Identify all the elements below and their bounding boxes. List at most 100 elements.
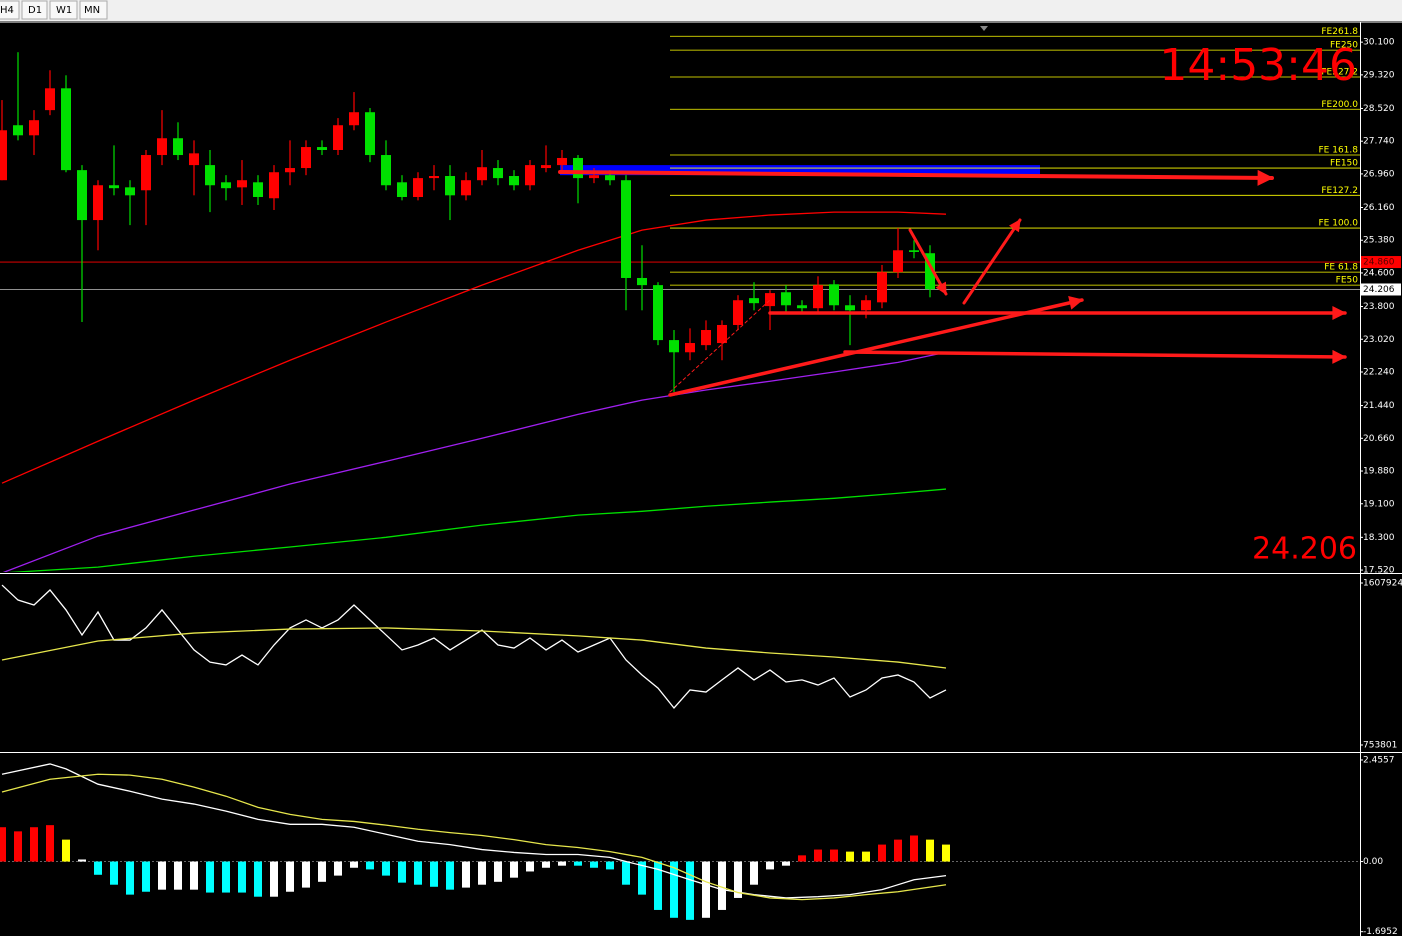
macd-pane xyxy=(0,763,1360,920)
histogram-bar xyxy=(206,861,214,893)
candle-body xyxy=(893,250,903,273)
histogram-bar xyxy=(814,849,822,862)
histogram-bar xyxy=(750,861,758,885)
candle-body xyxy=(525,165,535,186)
candle-body xyxy=(61,88,71,171)
histogram-bar xyxy=(686,861,694,920)
timeframe-tabs: H4 D1 W1 MN xyxy=(0,0,108,20)
tab-label[interactable]: W1 xyxy=(56,5,72,16)
fibo-label: FE227.2 xyxy=(1321,67,1358,77)
candle-body xyxy=(877,272,887,303)
tab-label[interactable]: H4 xyxy=(0,5,14,16)
candle-body xyxy=(365,112,375,156)
price-box xyxy=(1361,283,1401,296)
candle-body xyxy=(717,324,727,344)
tab[interactable] xyxy=(49,0,78,20)
histogram-bar xyxy=(110,861,118,885)
histogram-bar xyxy=(366,861,374,870)
histogram-bar xyxy=(190,861,198,890)
histogram-bar xyxy=(126,861,134,895)
candle-body xyxy=(301,147,311,169)
histogram-bar xyxy=(670,861,678,918)
dashed-line xyxy=(669,299,771,393)
histogram-bar xyxy=(94,861,102,875)
y-tick-label: 20.660 xyxy=(1363,434,1395,444)
candle-body xyxy=(573,157,583,179)
tab[interactable] xyxy=(0,0,20,20)
y-tick-label: 0.00 xyxy=(1363,857,1383,867)
candle-body xyxy=(605,175,615,181)
y-tick-label: 19.100 xyxy=(1363,499,1395,509)
histogram-bar xyxy=(318,861,326,882)
candle-body xyxy=(765,293,775,307)
indicator-line xyxy=(7,488,947,572)
histogram-bar xyxy=(350,861,358,868)
histogram-bar xyxy=(782,861,790,866)
price-pane: FE261.8 FE250 FE227.2 FE200.0 FE 161.8 FE150 F… xyxy=(0,27,1360,572)
candle-body xyxy=(13,125,23,136)
annotations xyxy=(558,169,1347,397)
histogram-bar xyxy=(78,859,86,862)
candle-body xyxy=(445,176,455,196)
tab[interactable] xyxy=(79,0,108,20)
price-box xyxy=(1361,256,1401,269)
tab-label[interactable]: MN xyxy=(84,5,100,16)
histogram-bar xyxy=(158,861,166,890)
y-tick-label: 23.020 xyxy=(1363,335,1395,345)
candle-body xyxy=(157,138,167,156)
price-zone xyxy=(560,165,1040,176)
candle-body xyxy=(397,182,407,197)
candle-body xyxy=(845,305,855,311)
histogram-bar xyxy=(558,861,566,866)
candle-body xyxy=(253,182,263,197)
candle-body xyxy=(93,185,103,221)
tab[interactable] xyxy=(21,0,48,20)
histogram-bar xyxy=(494,861,502,882)
candle-body xyxy=(349,112,359,126)
histogram-bar xyxy=(222,861,230,893)
indicator-line xyxy=(1,211,947,484)
histogram-bar xyxy=(574,861,582,866)
candle-body xyxy=(813,285,823,309)
histogram-bar xyxy=(798,855,806,862)
candle-body xyxy=(189,153,199,166)
y-tick-label: 1607924 xyxy=(1363,579,1402,589)
y-tick-label: 18.300 xyxy=(1363,533,1395,543)
histogram-bar xyxy=(14,831,22,862)
histogram-bar xyxy=(654,861,662,910)
candle-body xyxy=(509,176,519,186)
candle-body xyxy=(653,285,663,341)
candle-body xyxy=(269,172,279,199)
candle-body xyxy=(621,180,631,278)
histogram-bar xyxy=(414,861,422,885)
candle-body xyxy=(109,185,119,189)
histogram-bar xyxy=(334,861,342,876)
fibo-label: FE127.2 xyxy=(1321,186,1358,196)
tab-label[interactable]: D1 xyxy=(28,5,42,16)
indicator-line xyxy=(1,763,947,899)
price-axes: 30.100 29.320 28.520 27.740 26.960 26.160 25.3… xyxy=(1360,38,1402,936)
fibo-label: FE 161.8 xyxy=(1319,146,1359,156)
candle-body xyxy=(541,165,551,169)
candle-body xyxy=(0,130,7,181)
histogram-bar xyxy=(270,861,278,897)
histogram-bar xyxy=(702,861,710,918)
histogram-bar xyxy=(590,861,598,868)
y-tick-label: 27.740 xyxy=(1363,137,1395,147)
histogram-bar xyxy=(302,861,310,888)
y-tick-label: 24.600 xyxy=(1363,268,1395,278)
histogram-bar xyxy=(46,825,54,862)
indicator-line xyxy=(1,627,947,669)
candle-body xyxy=(125,187,135,196)
candle-body xyxy=(429,176,439,179)
histogram-bar xyxy=(910,835,918,862)
y-tick-label: 25.380 xyxy=(1363,236,1395,246)
histogram-bar xyxy=(398,861,406,883)
histogram-bar xyxy=(878,844,886,862)
arrow xyxy=(908,228,948,296)
candle-body xyxy=(861,300,871,311)
shift-marker xyxy=(980,26,988,31)
y-tick-label: 22.240 xyxy=(1363,367,1395,377)
candle-body xyxy=(461,180,471,196)
